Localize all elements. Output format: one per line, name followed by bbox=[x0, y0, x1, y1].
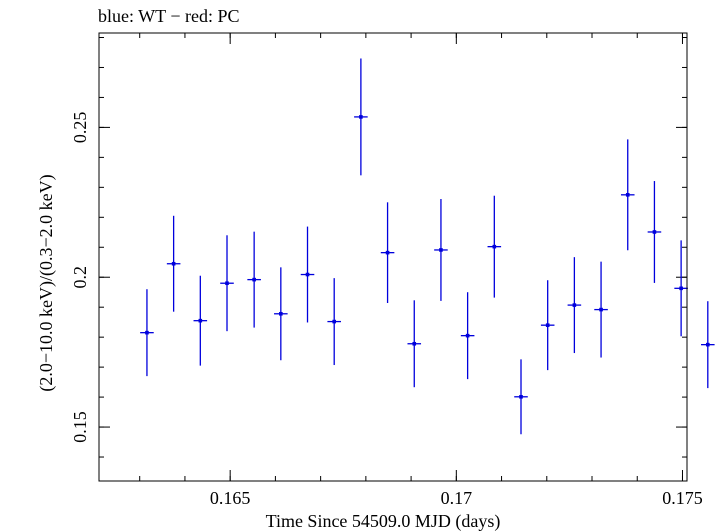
point-marker bbox=[652, 230, 657, 234]
point-marker bbox=[519, 394, 523, 399]
data-point bbox=[514, 359, 528, 435]
point-marker bbox=[279, 311, 283, 316]
point-marker bbox=[679, 286, 683, 291]
data-point bbox=[647, 181, 662, 283]
point-marker bbox=[412, 341, 417, 346]
data-point bbox=[380, 202, 395, 303]
y-tick-label: 0.2 bbox=[70, 266, 90, 289]
point-marker bbox=[492, 244, 497, 249]
tick-labels: 0.165 0.17 0.175 0.15 0.2 0.25 bbox=[70, 112, 703, 508]
point-marker bbox=[198, 318, 203, 323]
x-tick-label: 0.17 bbox=[441, 488, 473, 508]
data-point bbox=[193, 275, 208, 366]
data-point bbox=[300, 226, 315, 323]
data-point bbox=[434, 199, 448, 301]
data-point bbox=[407, 300, 422, 388]
data-points bbox=[140, 58, 715, 435]
y-axis-label: (2.0−10.0 keV)/(0.3−2.0 keV) bbox=[36, 174, 57, 391]
point-marker bbox=[545, 323, 550, 327]
x-axis-label: Time Since 54509.0 MJD (days) bbox=[266, 511, 501, 532]
point-marker bbox=[332, 319, 336, 324]
major-ticks bbox=[99, 33, 687, 481]
point-marker bbox=[171, 261, 176, 266]
point-marker bbox=[706, 342, 710, 347]
chart-title: blue: WT − red: PC bbox=[98, 6, 239, 26]
x-tick-label: 0.175 bbox=[662, 488, 703, 508]
point-marker bbox=[599, 307, 603, 312]
data-point bbox=[540, 280, 555, 371]
data-point bbox=[594, 261, 608, 358]
point-marker bbox=[225, 281, 229, 286]
data-point bbox=[487, 195, 502, 298]
point-marker bbox=[465, 333, 470, 338]
data-point bbox=[140, 289, 154, 377]
point-marker bbox=[359, 115, 363, 119]
data-point bbox=[460, 292, 475, 380]
point-marker bbox=[305, 272, 310, 277]
point-marker bbox=[145, 330, 149, 335]
data-point bbox=[166, 215, 181, 312]
data-point bbox=[274, 267, 288, 361]
data-point bbox=[327, 278, 341, 366]
data-point bbox=[567, 257, 582, 354]
y-tick-label: 0.25 bbox=[70, 112, 90, 144]
plot-frame bbox=[98, 32, 688, 482]
point-marker bbox=[385, 250, 390, 255]
point-marker bbox=[572, 303, 577, 307]
data-point bbox=[620, 139, 635, 251]
data-point bbox=[247, 231, 261, 328]
data-point bbox=[701, 301, 715, 389]
point-marker bbox=[625, 193, 630, 197]
data-point bbox=[674, 240, 688, 337]
data-point bbox=[354, 58, 368, 176]
minor-ticks bbox=[99, 33, 687, 481]
point-marker bbox=[439, 248, 443, 252]
data-point bbox=[220, 235, 234, 332]
x-tick-label: 0.165 bbox=[210, 488, 251, 508]
y-tick-label: 0.15 bbox=[70, 411, 90, 443]
point-marker bbox=[252, 277, 256, 282]
